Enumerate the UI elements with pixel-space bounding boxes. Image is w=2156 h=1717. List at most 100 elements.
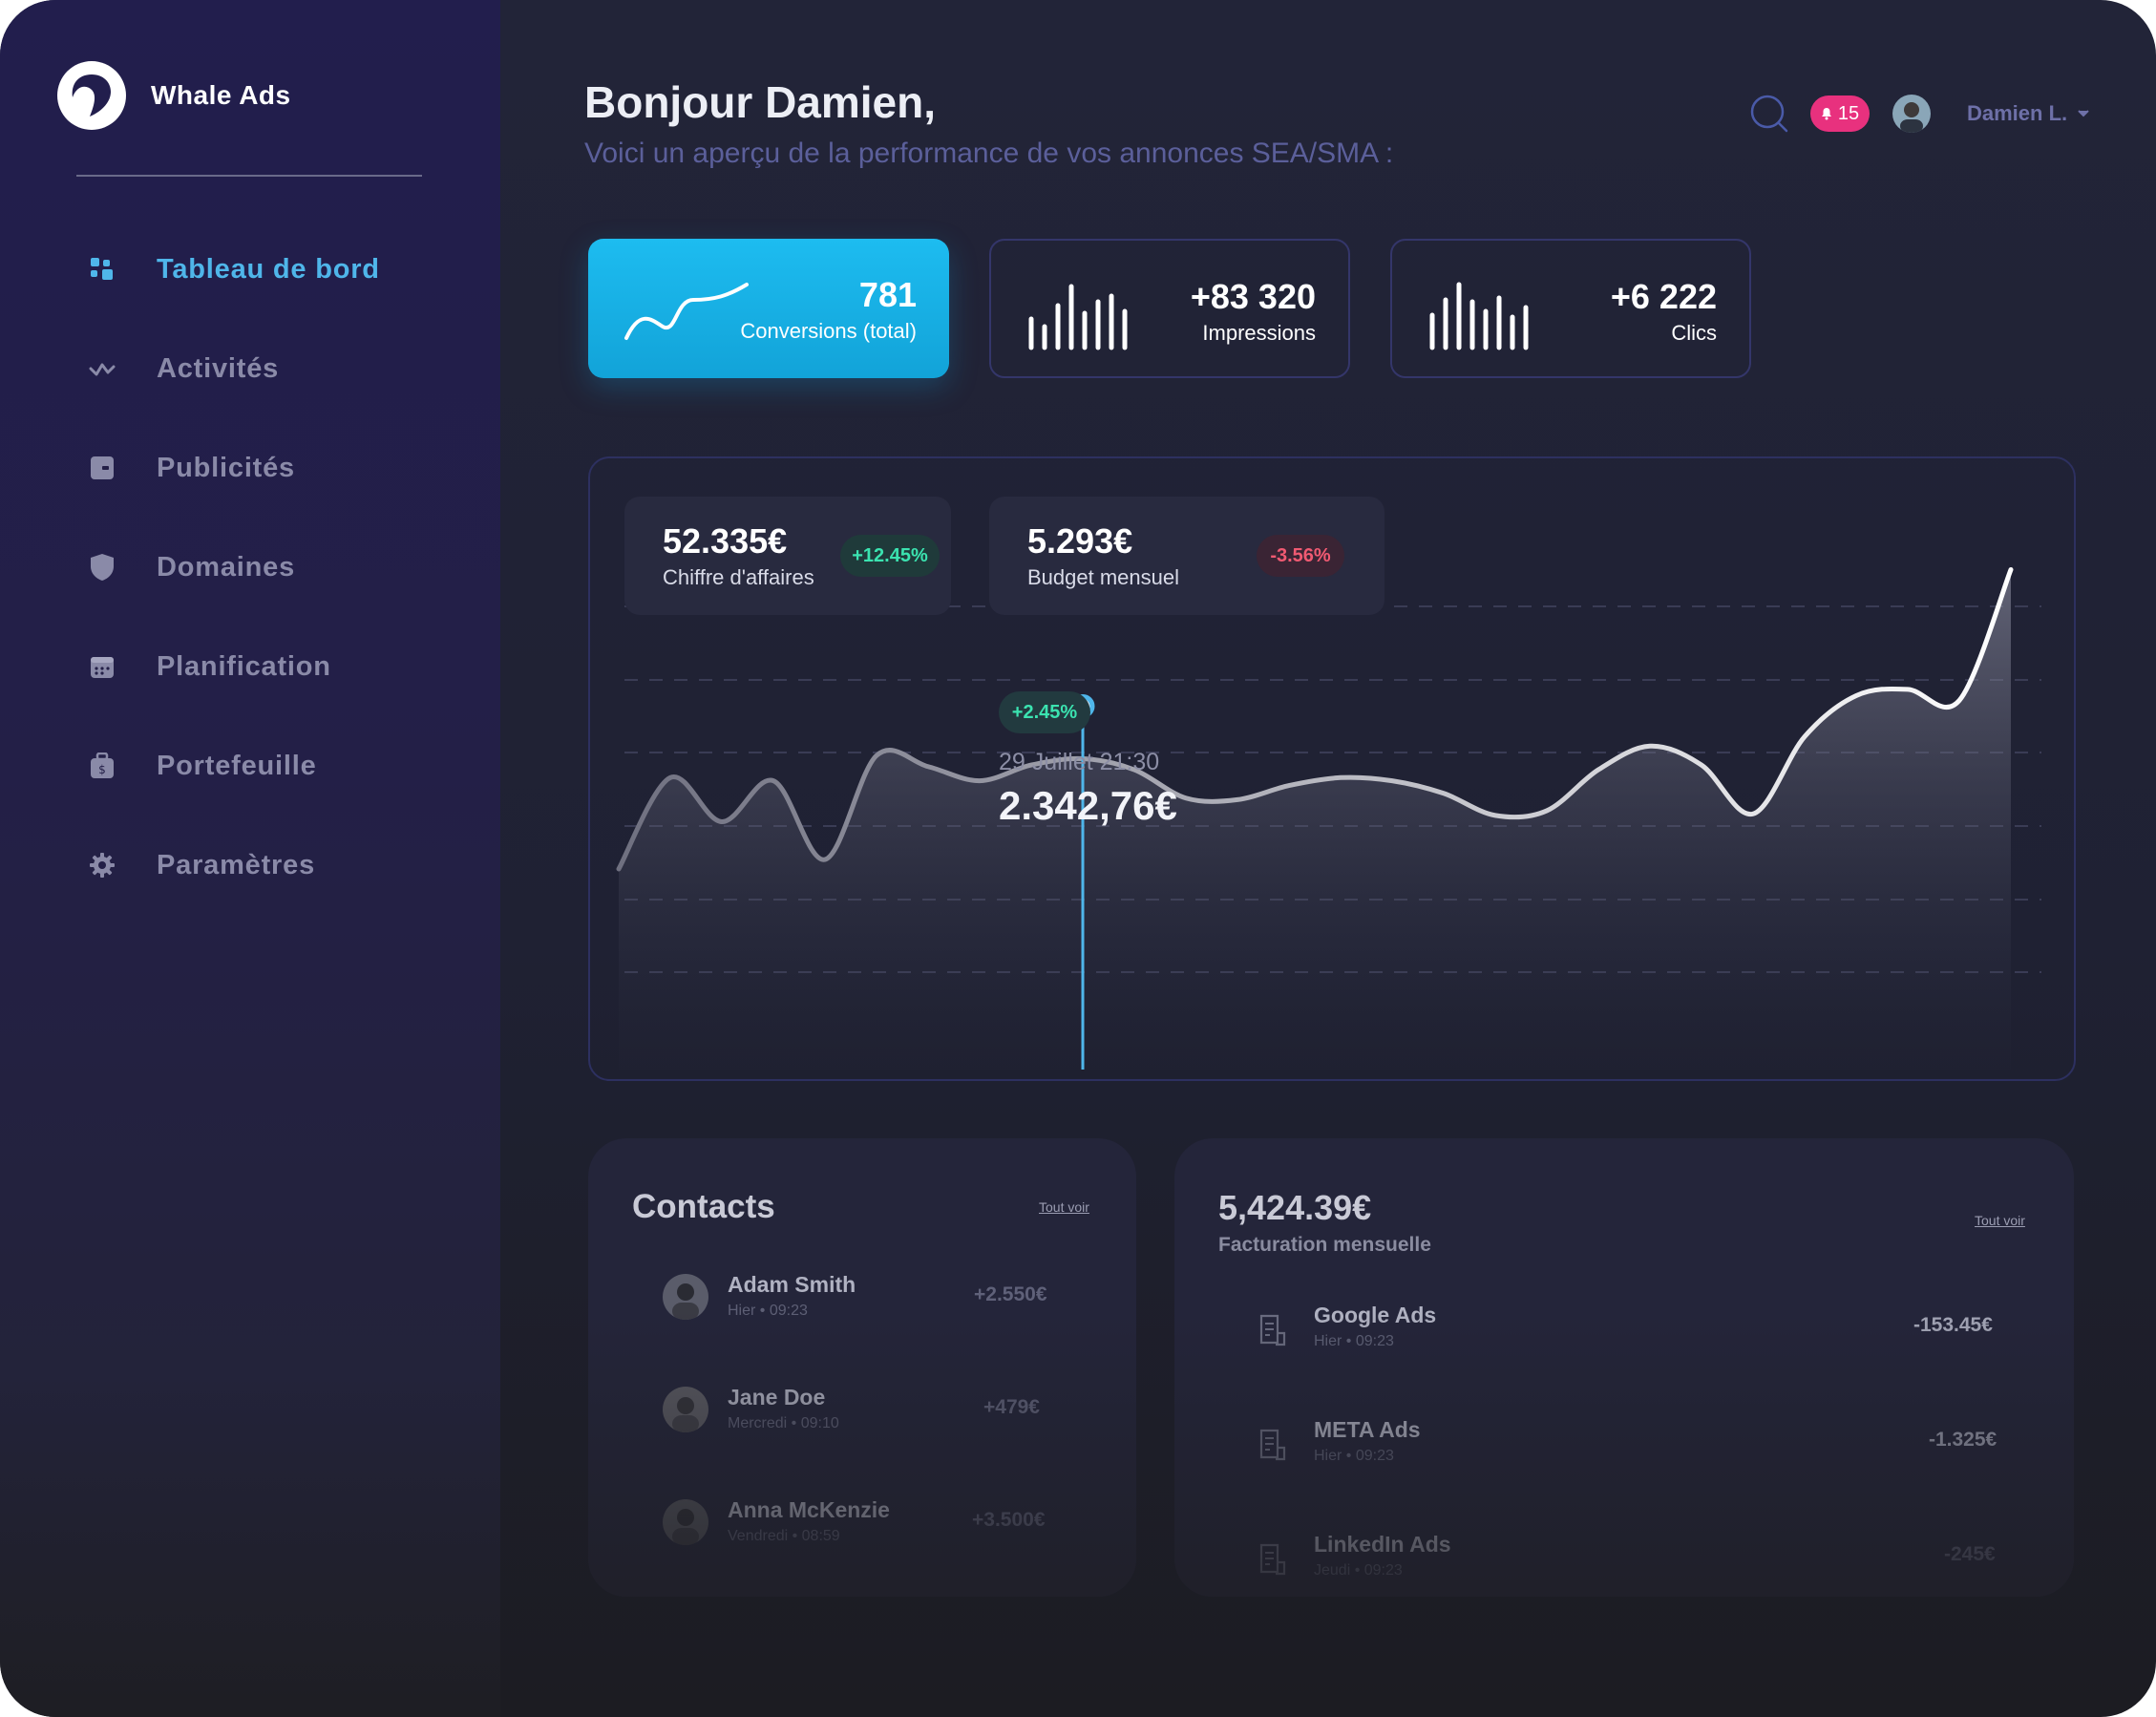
- contacts-panel: Contacts Tout voir Adam Smith Hier • 09:…: [588, 1138, 1136, 1597]
- user-menu[interactable]: Damien L.: [1967, 101, 2090, 126]
- contact-row[interactable]: Anna McKenzie Vendredi • 08:59 +3.500€: [588, 1494, 1136, 1570]
- receipt-icon: [1259, 1429, 1286, 1461]
- page-title: Bonjour Damien,: [584, 77, 937, 127]
- billing-amount: -245€: [1944, 1543, 1996, 1565]
- stat-label: Conversions (total): [740, 319, 917, 343]
- sidebar-item-label: Paramètres: [157, 849, 315, 880]
- revenue-chart-panel: 52.335€ Chiffre d'affaires +12.45% 5.293…: [588, 456, 2076, 1081]
- page-subtitle: Voici un aperçu de la performance de vos…: [584, 138, 1394, 169]
- billing-amount: -1.325€: [1929, 1429, 1997, 1451]
- billing-name: META Ads: [1314, 1417, 1421, 1442]
- sidebar-item-domains[interactable]: Domaines: [88, 518, 380, 617]
- billing-time: Jeudi • 09:23: [1314, 1562, 1403, 1579]
- sidebar: Whale Ads Tableau de bord Activités Pu: [0, 0, 500, 1717]
- avatar: [663, 1274, 708, 1320]
- billing-row[interactable]: META Ads Hier • 09:23 -1.325€: [1174, 1408, 2074, 1484]
- avatar-image: [663, 1274, 708, 1320]
- contact-row[interactable]: Adam Smith Hier • 09:23 +2.550€: [588, 1268, 1136, 1345]
- stat-card-conversions[interactable]: 781 Conversions (total): [588, 239, 949, 378]
- sidebar-item-planning[interactable]: Planification: [88, 617, 380, 716]
- tooltip-change-badge: +2.45%: [999, 691, 1090, 733]
- billing-row[interactable]: Google Ads Hier • 09:23 -153.45€: [1174, 1293, 2074, 1369]
- billing-row[interactable]: LinkedIn Ads Jeudi • 09:23 -245€: [1174, 1522, 2074, 1597]
- sidebar-nav: Tableau de bord Activités Publicités Dom…: [88, 220, 380, 915]
- contact-time: Mercredi • 09:10: [728, 1415, 839, 1431]
- gear-icon: [88, 851, 116, 880]
- avatar: [663, 1499, 708, 1545]
- billing-time: Hier • 09:23: [1314, 1448, 1394, 1464]
- bars-icon: [1429, 282, 1529, 350]
- view-all-link[interactable]: Tout voir: [1975, 1213, 2025, 1228]
- sidebar-item-wallet[interactable]: $ Portefeuille: [88, 716, 380, 816]
- sidebar-item-activities[interactable]: Activités: [88, 319, 380, 418]
- billing-subtitle: Facturation mensuelle: [1218, 1234, 1431, 1256]
- chevron-down-icon: [2078, 110, 2089, 117]
- kpi-budget[interactable]: 5.293€ Budget mensuel -3.56%: [989, 497, 1384, 615]
- whale-logo-icon: [57, 61, 126, 130]
- app-name: Whale Ads: [151, 80, 291, 110]
- grid-icon: [88, 255, 116, 284]
- bars-icon: [1028, 284, 1128, 350]
- billing-total: 5,424.39€: [1218, 1188, 1372, 1227]
- contact-amount: +479€: [983, 1396, 1040, 1418]
- sidebar-item-label: Portefeuille: [157, 750, 317, 781]
- bell-icon: [1821, 108, 1831, 120]
- kpi-value: 5.293€: [1027, 521, 1133, 561]
- panel-title: Contacts: [632, 1188, 775, 1225]
- avatar: [663, 1387, 708, 1432]
- contact-time: Vendredi • 08:59: [728, 1528, 840, 1544]
- search-icon[interactable]: [1749, 94, 1789, 134]
- contact-row[interactable]: Jane Doe Mercredi • 09:10 +479€: [588, 1381, 1136, 1457]
- billing-panel: 5,424.39€ Facturation mensuelle Tout voi…: [1174, 1138, 2074, 1597]
- activity-icon: [88, 354, 116, 383]
- avatar-image: [1892, 95, 1931, 133]
- svg-text:$: $: [98, 763, 106, 776]
- sidebar-item-label: Activités: [157, 352, 280, 384]
- stat-label: Impressions: [1202, 321, 1316, 345]
- chart-series-line: [616, 567, 2014, 872]
- kpi-value: 52.335€: [663, 521, 788, 561]
- billing-name: Google Ads: [1314, 1303, 1437, 1327]
- notification-count: 15: [1837, 102, 1860, 124]
- avatar-image: [663, 1499, 708, 1545]
- tooltip-date: 29 Juillet 21:30: [999, 749, 1160, 775]
- user-avatar[interactable]: [1892, 95, 1931, 133]
- calendar-icon: [88, 652, 116, 681]
- sidebar-item-ads[interactable]: Publicités: [88, 418, 380, 518]
- sidebar-item-label: Planification: [157, 650, 331, 682]
- sidebar-divider: [76, 175, 422, 177]
- brand[interactable]: Whale Ads: [53, 57, 291, 134]
- stat-value: +83 320: [1190, 277, 1316, 316]
- trend-line-icon: [624, 283, 749, 340]
- sidebar-item-label: Publicités: [157, 452, 295, 483]
- stat-card-clicks[interactable]: +6 222 Clics: [1390, 239, 1751, 378]
- stat-card-impressions[interactable]: +83 320 Impressions: [989, 239, 1350, 378]
- contact-time: Hier • 09:23: [728, 1303, 808, 1319]
- contact-name: Jane Doe: [728, 1385, 826, 1410]
- shield-icon: [88, 553, 116, 582]
- receipt-icon: [1259, 1543, 1286, 1576]
- stat-value: 781: [858, 275, 917, 314]
- kpi-change-badge: -3.56%: [1257, 535, 1344, 577]
- contact-name: Adam Smith: [728, 1272, 856, 1297]
- user-name: Damien L.: [1967, 101, 2068, 125]
- view-all-link[interactable]: Tout voir: [1039, 1199, 1089, 1215]
- contact-amount: +3.500€: [972, 1509, 1046, 1531]
- chart-area: [619, 569, 2011, 1070]
- wallet-icon: $: [88, 752, 116, 780]
- kpi-change-badge: +12.45%: [840, 535, 940, 577]
- avatar-image: [663, 1387, 708, 1432]
- sidebar-item-label: Tableau de bord: [157, 253, 380, 285]
- contact-amount: +2.550€: [974, 1283, 1047, 1305]
- billing-time: Hier • 09:23: [1314, 1333, 1394, 1349]
- sidebar-item-dashboard[interactable]: Tableau de bord: [88, 220, 380, 319]
- receipt-icon: [1259, 1314, 1286, 1346]
- notification-badge[interactable]: 15: [1810, 95, 1870, 132]
- kpi-revenue[interactable]: 52.335€ Chiffre d'affaires +12.45%: [624, 497, 951, 615]
- stat-value: +6 222: [1610, 277, 1717, 316]
- sidebar-item-settings[interactable]: Paramètres: [88, 816, 380, 915]
- sidebar-item-label: Domaines: [157, 551, 295, 583]
- billing-name: LinkedIn Ads: [1314, 1532, 1451, 1557]
- billing-amount: -153.45€: [1913, 1314, 1993, 1336]
